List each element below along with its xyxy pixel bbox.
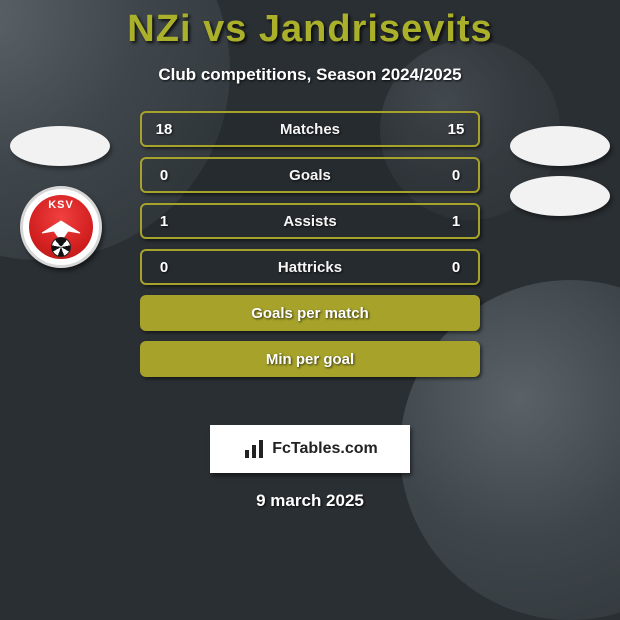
club-badge-label: KSV	[23, 199, 99, 211]
stat-label: Matches	[142, 121, 478, 138]
comparison-card: NZi vs Jandrisevits Club competitions, S…	[0, 0, 620, 511]
club-badge-ksv: KSV	[20, 186, 102, 268]
stat-row-goals-per-match: Goals per match	[140, 295, 480, 331]
stat-row-hattricks: 0 Hattricks 0	[140, 249, 480, 285]
stat-label: Assists	[142, 213, 478, 230]
stat-row-matches: 18 Matches 15	[140, 111, 480, 147]
stat-label: Hattricks	[142, 259, 478, 276]
page-title: NZi vs Jandrisevits	[0, 8, 620, 51]
player-avatar-left	[10, 126, 110, 166]
stat-row-assists: 1 Assists 1	[140, 203, 480, 239]
player-avatar-right-2	[510, 176, 610, 216]
date-label: 9 march 2025	[0, 491, 620, 511]
brand-text: FcTables.com	[272, 440, 378, 458]
subtitle: Club competitions, Season 2024/2025	[0, 65, 620, 85]
stat-label: Goals	[142, 167, 478, 184]
soccer-ball-icon	[51, 237, 71, 257]
stat-label: Goals per match	[142, 305, 478, 322]
brand-badge[interactable]: FcTables.com	[210, 425, 410, 473]
player-avatar-right-1	[510, 126, 610, 166]
stats-area: KSV 18 Matches 15 0 Goals 0 1 Assists 1 …	[0, 111, 620, 411]
stat-row-goals: 0 Goals 0	[140, 157, 480, 193]
stat-row-min-per-goal: Min per goal	[140, 341, 480, 377]
bar-chart-icon	[242, 437, 266, 461]
stat-label: Min per goal	[142, 351, 478, 368]
